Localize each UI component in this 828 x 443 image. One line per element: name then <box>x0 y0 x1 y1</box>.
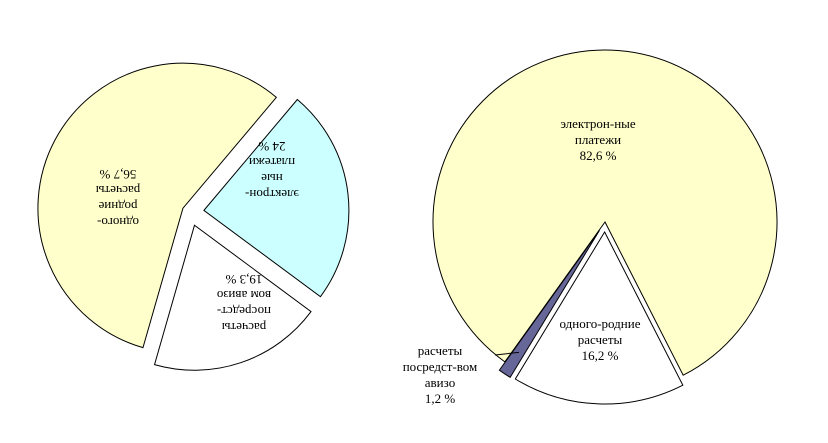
pie-slice <box>432 49 778 376</box>
slice-label: электрон- ные платежи 24 % <box>245 138 299 202</box>
slice-label: электрон-ные платежи 82,6 % <box>560 116 635 164</box>
slice-label: одного- родние расчеты 56,7 % <box>96 166 141 230</box>
slice-label: расчеты посредст-вом авизо 1,2 % <box>403 343 478 407</box>
slice-label: одного-родние расчеты 16,2 % <box>560 316 641 364</box>
category-label: одного- родние расчеты <box>95 183 141 230</box>
value-label: 56,7 % <box>99 167 137 182</box>
pie-slice <box>514 230 684 405</box>
pie-slice <box>37 62 278 349</box>
value-label: 82,6 % <box>579 148 617 163</box>
category-label: электрон- ные платежи <box>245 155 299 202</box>
category-label: одного-родние расчеты <box>559 316 641 347</box>
value-label: 16,2 % <box>581 348 619 363</box>
value-label: 1,2 % <box>424 391 456 406</box>
pie-slice <box>498 230 600 379</box>
category-label: расчеты посредст-вом авизо <box>402 343 478 390</box>
value-label: 24 % <box>258 139 286 154</box>
category-label: электрон-ные платежи <box>560 116 636 147</box>
leader-line <box>494 351 519 356</box>
pie-slice <box>153 224 312 371</box>
pie-slice <box>203 98 350 298</box>
value-label: 19,3 % <box>225 272 263 287</box>
slice-label: расчеты посредст- вом авизо 19,3 % <box>217 271 271 335</box>
category-label: расчеты посредст- вом авизо <box>216 288 272 335</box>
